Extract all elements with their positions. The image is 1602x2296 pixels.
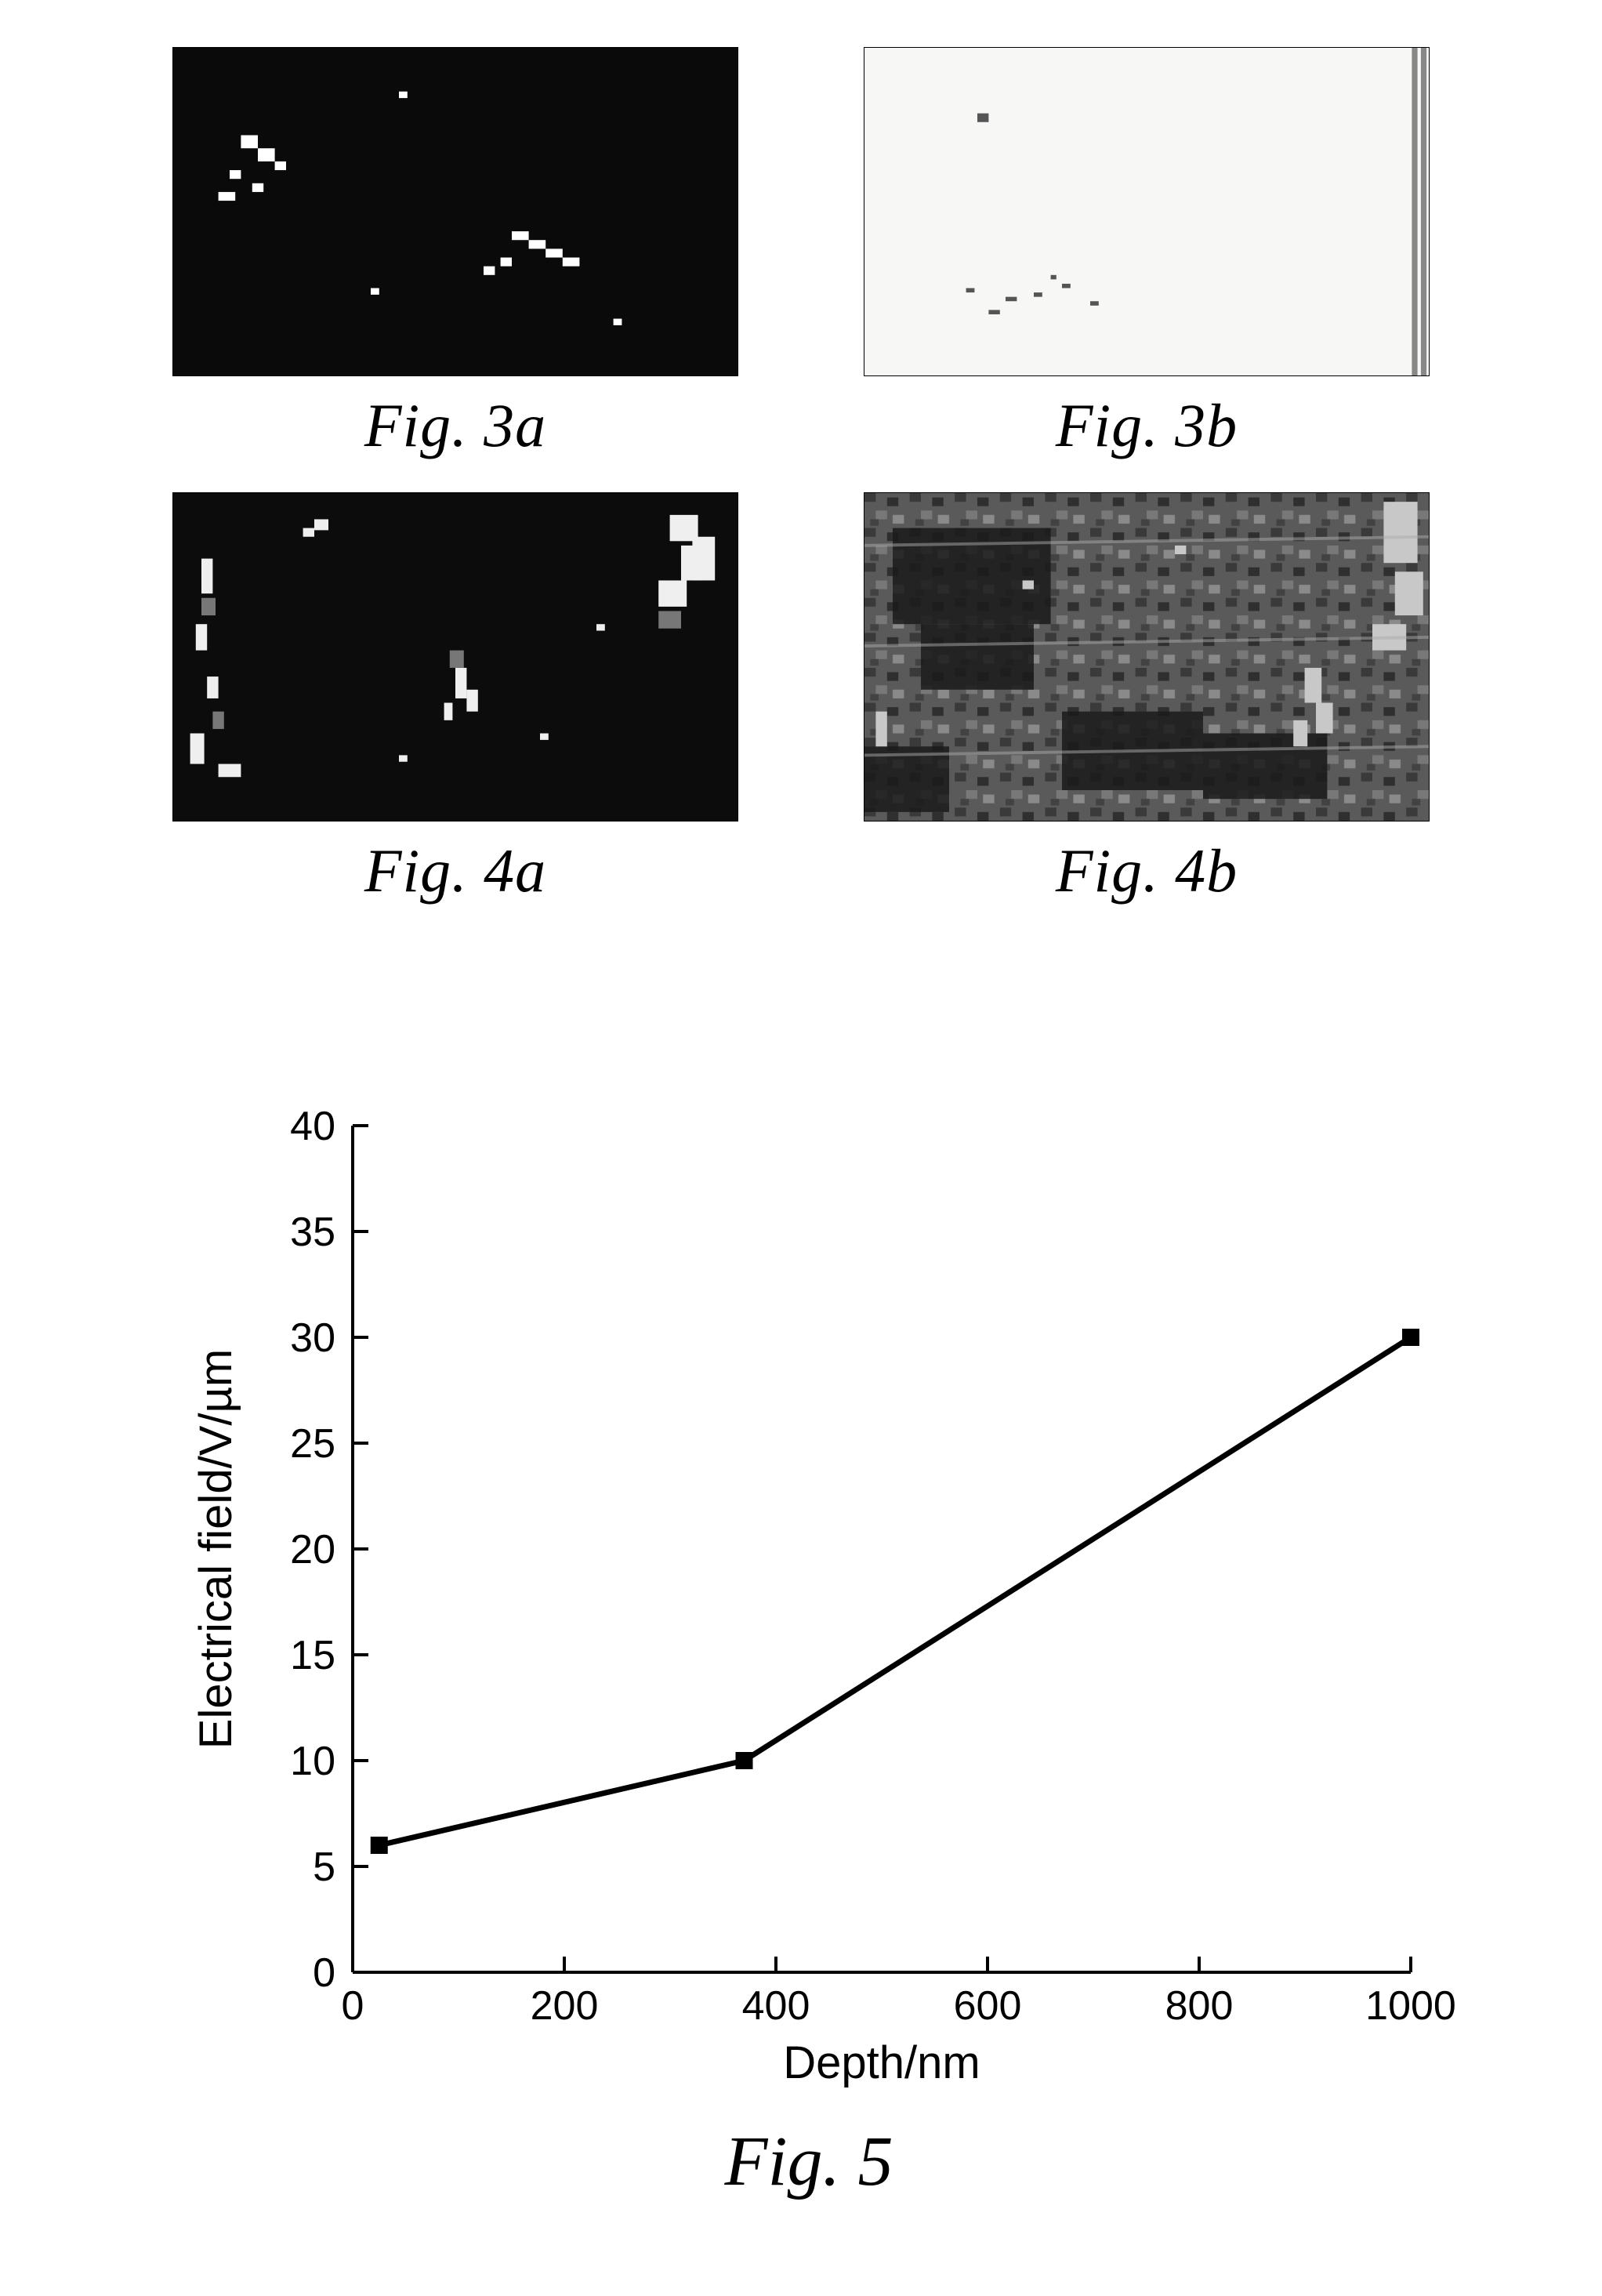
svg-text:Electrical field/V/µm: Electrical field/V/µm: [190, 1349, 241, 1749]
figure-grid: Fig. 3a Fig. 3b: [110, 47, 1492, 906]
figure-4a: Fig. 4a: [172, 492, 738, 906]
figure-3a: Fig. 3a: [172, 47, 738, 461]
figure-3b-caption: Fig. 3b: [1056, 390, 1238, 461]
svg-text:800: 800: [1165, 1983, 1234, 2029]
figure-4a-image: [172, 492, 738, 822]
figure-4a-caption: Fig. 4a: [364, 836, 546, 906]
svg-text:1000: 1000: [1365, 1983, 1456, 2029]
svg-text:30: 30: [290, 1315, 335, 1361]
svg-text:15: 15: [290, 1633, 335, 1678]
figure-5-caption: Fig. 5: [172, 2121, 1445, 2202]
svg-text:Depth/nm: Depth/nm: [783, 2037, 980, 2088]
figure-3b-image: [864, 47, 1430, 376]
svg-text:40: 40: [290, 1110, 335, 1149]
svg-text:400: 400: [742, 1983, 810, 2029]
figure-3a-caption: Fig. 3a: [364, 390, 546, 461]
figure-5-chart: 051015202530354002004006008001000Depth/n…: [172, 1110, 1458, 2113]
figure-4b-caption: Fig. 4b: [1056, 836, 1238, 906]
figure-3a-image: [172, 47, 738, 376]
svg-text:600: 600: [954, 1983, 1022, 2029]
figure-4b: Fig. 4b: [864, 492, 1430, 906]
figure-5: 051015202530354002004006008001000Depth/n…: [110, 1110, 1492, 2202]
svg-text:35: 35: [290, 1210, 335, 1255]
svg-text:5: 5: [313, 1844, 335, 1890]
svg-text:10: 10: [290, 1739, 335, 1784]
svg-text:0: 0: [313, 1950, 335, 1996]
figure-4b-image: [864, 492, 1430, 822]
svg-text:25: 25: [290, 1421, 335, 1467]
svg-text:200: 200: [531, 1983, 599, 2029]
figure-3b: Fig. 3b: [864, 47, 1430, 461]
svg-text:20: 20: [290, 1527, 335, 1572]
svg-text:0: 0: [342, 1983, 364, 2029]
